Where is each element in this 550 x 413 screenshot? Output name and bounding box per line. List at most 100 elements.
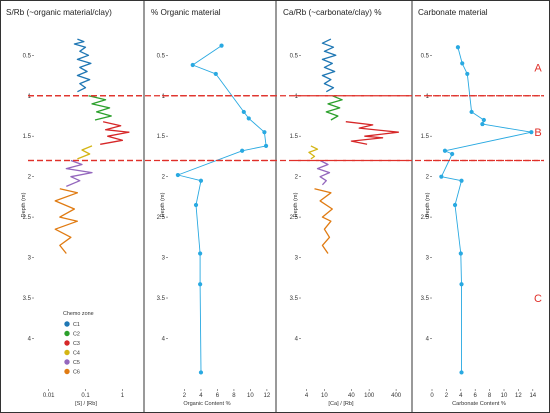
legend-marker bbox=[64, 321, 70, 327]
panel-title: S/Rb (~organic material/clay) bbox=[6, 8, 112, 17]
data-point bbox=[198, 251, 203, 256]
data-point bbox=[442, 148, 448, 153]
x-tick-label: 12 bbox=[264, 393, 271, 399]
legend-label: C1 bbox=[73, 322, 80, 328]
data-point bbox=[193, 202, 199, 208]
legend-title: Chemo zone bbox=[63, 311, 94, 317]
zone-letter: C bbox=[534, 293, 542, 305]
data-point bbox=[459, 370, 464, 375]
y-tick-label: 2.5 bbox=[421, 215, 430, 221]
panel-organic: % Organic material Depth (m) Organic Con… bbox=[151, 8, 231, 407]
legend-marker bbox=[64, 349, 70, 356]
y-tick-label: 2 bbox=[295, 175, 299, 181]
legend-marker bbox=[64, 330, 70, 337]
data-point bbox=[529, 130, 534, 135]
panel-title: Ca/Rb (~carbonate/clay) % bbox=[283, 8, 382, 17]
x-tick-label: 10 bbox=[321, 393, 328, 399]
x-tick-label: 10 bbox=[247, 393, 254, 399]
y-tick-label: 1 bbox=[162, 94, 166, 100]
x-tick-label: 0.01 bbox=[43, 393, 55, 399]
y-tick-label: 4 bbox=[426, 336, 430, 342]
series-line-c4 bbox=[77, 145, 93, 160]
y-tick-label: 1.5 bbox=[157, 134, 166, 140]
data-point bbox=[262, 130, 267, 135]
y-axis-title: Depth (m) bbox=[21, 192, 27, 217]
y-tick-label: 4 bbox=[295, 336, 299, 342]
data-point bbox=[240, 148, 245, 153]
x-tick-label: 4 bbox=[459, 393, 463, 399]
series-line-c5 bbox=[65, 159, 93, 187]
zone-letter: A bbox=[534, 62, 542, 74]
x-tick-label: 6 bbox=[216, 393, 220, 399]
series-line-c5 bbox=[316, 159, 331, 186]
data-point bbox=[439, 174, 444, 179]
y-tick-label: 3 bbox=[162, 256, 166, 262]
y-tick-label: 3 bbox=[28, 256, 32, 262]
y-axis-title: Depth (m) bbox=[160, 192, 166, 217]
series-line-c6 bbox=[314, 188, 333, 254]
data-point bbox=[219, 43, 224, 48]
data-point bbox=[263, 143, 269, 149]
y-tick-label: 2 bbox=[426, 175, 430, 181]
legend-label: C5 bbox=[73, 360, 80, 366]
panel-frames bbox=[143, 0, 413, 413]
x-tick-label: 4 bbox=[305, 393, 309, 399]
data-point bbox=[241, 109, 246, 115]
y-tick-label: 0.5 bbox=[421, 53, 430, 59]
y-tick-label: 1 bbox=[426, 94, 430, 100]
y-tick-label: 3.5 bbox=[421, 296, 430, 302]
y-tick-label: 2.5 bbox=[23, 215, 32, 221]
data-point bbox=[469, 109, 474, 115]
y-tick-label: 3 bbox=[295, 256, 299, 262]
legend-label: C4 bbox=[73, 351, 80, 357]
panel-sr-rb: S/Rb (~organic material/clay) Depth (m) … bbox=[6, 8, 112, 407]
y-tick-label: 2 bbox=[162, 175, 166, 181]
data-point bbox=[458, 251, 463, 256]
data-point bbox=[455, 45, 461, 50]
x-tick-label: 100 bbox=[364, 393, 375, 399]
series-line-c3 bbox=[100, 121, 130, 145]
x-tick-label: 40 bbox=[348, 393, 355, 399]
data-point bbox=[213, 71, 218, 77]
legend-label: C6 bbox=[73, 370, 80, 376]
x-tick-label: 8 bbox=[232, 393, 236, 399]
y-tick-label: 3.5 bbox=[157, 296, 166, 302]
y-tick-label: 3 bbox=[426, 256, 430, 262]
x-tick-label: 8 bbox=[488, 393, 492, 399]
legend-marker bbox=[64, 359, 70, 365]
legend: Chemo zone C1 C2 C3 C4 C5 C6 bbox=[63, 311, 94, 376]
panel-carbonate: Carbonate material Depth (m) Carbonate C… bbox=[418, 8, 506, 407]
x-tick-label: 4 bbox=[199, 393, 203, 399]
data-point bbox=[459, 282, 464, 287]
data-point bbox=[175, 172, 180, 178]
x-tick-label: 0.1 bbox=[81, 393, 90, 399]
y-tick-label: 3.5 bbox=[290, 296, 299, 302]
x-tick-label: 1 bbox=[121, 393, 125, 399]
x-tick-label: 0 bbox=[430, 393, 434, 399]
series-line-c2 bbox=[325, 95, 343, 121]
y-tick-label: 4 bbox=[162, 336, 166, 342]
data-point bbox=[198, 370, 204, 375]
y-tick-label: 2.5 bbox=[157, 215, 166, 221]
data-point bbox=[459, 178, 464, 183]
x-axis-title: [Ca] / [Rb] bbox=[328, 401, 354, 407]
y-tick-label: 2 bbox=[28, 175, 32, 181]
legend-label: C2 bbox=[73, 332, 80, 338]
data-point bbox=[465, 71, 470, 77]
data-point bbox=[460, 61, 465, 66]
series-line-c1 bbox=[321, 38, 337, 93]
x-tick-label: 12 bbox=[515, 393, 522, 399]
data-point bbox=[452, 202, 458, 208]
panel-ca-rb: Ca/Rb (~carbonate/clay) % Depth (m) [Ca]… bbox=[283, 8, 382, 407]
x-tick-label: 2 bbox=[183, 393, 187, 399]
panel-title: Carbonate material bbox=[418, 8, 488, 17]
legend-label: C3 bbox=[73, 341, 80, 347]
zone-overlay: A B C bbox=[28, 62, 544, 305]
series-line-c1 bbox=[73, 38, 92, 93]
x-tick-label: 400 bbox=[391, 393, 402, 399]
legend-marker bbox=[64, 340, 70, 346]
x-axis-title: [S] / [Rb] bbox=[75, 401, 97, 407]
y-tick-label: 1 bbox=[295, 94, 299, 100]
